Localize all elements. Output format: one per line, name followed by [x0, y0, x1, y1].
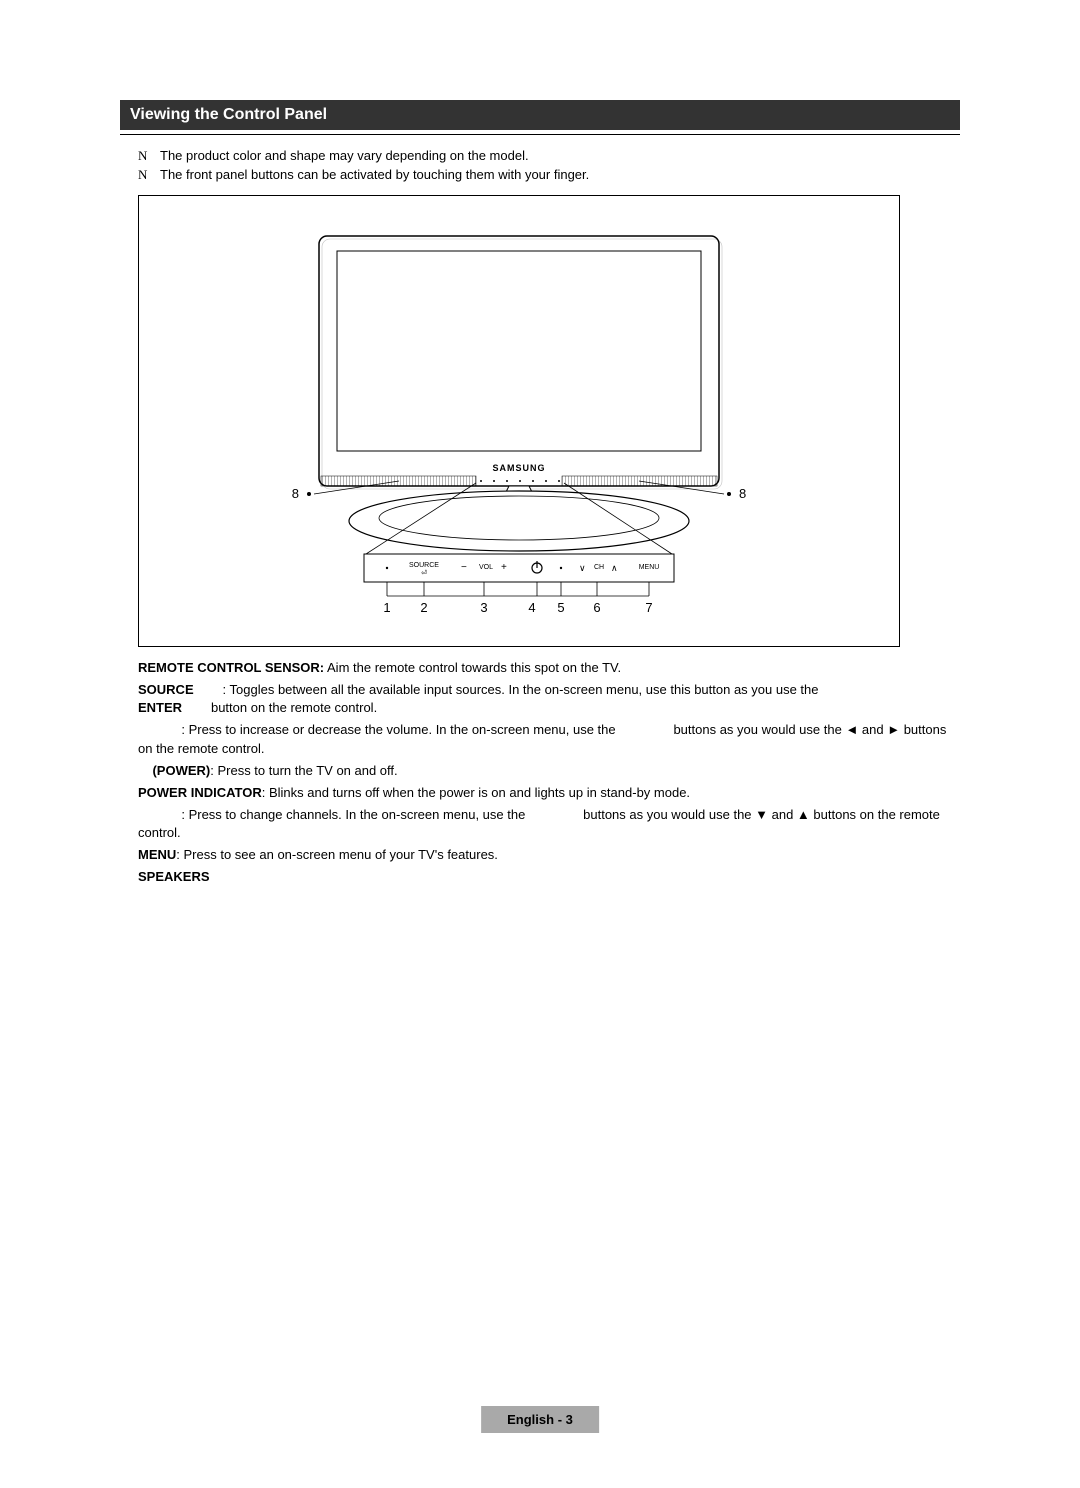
def-vol: : Press to increase or decrease the volu… — [138, 721, 960, 759]
callout-5: 5 — [557, 600, 564, 615]
power-def-text: : Press to turn the TV on and off. — [210, 763, 397, 778]
def-remote-sensor: REMOTE CONTROL SENSOR: Aim the remote co… — [138, 659, 960, 678]
vol-label: VOL — [479, 564, 493, 571]
speakers-def-label: SPEAKERS — [138, 869, 210, 884]
menu-def-label: MENU — [138, 847, 176, 862]
vol-minus-icon: − — [461, 562, 467, 573]
remote-sensor-label: REMOTE CONTROL SENSOR: — [138, 660, 324, 675]
note-marker: N — [138, 166, 147, 185]
brand-text: SAMSUNG — [492, 463, 545, 473]
note-item: N The front panel buttons can be activat… — [138, 166, 960, 185]
callout-lines — [387, 582, 649, 596]
def-source: SOURCE : Toggles between all the availab… — [138, 681, 960, 719]
callout8-left-dot — [307, 492, 311, 496]
vol-def-text1: : Press to increase or decrease the volu… — [181, 722, 619, 737]
note-text: The product color and shape may vary dep… — [160, 148, 529, 163]
source-def-text2: button on the remote control. — [211, 700, 377, 715]
ch-label: CH — [594, 564, 604, 571]
power-ind-label: POWER INDICATOR — [138, 785, 262, 800]
def-menu: MENU: Press to see an on-screen menu of … — [138, 846, 960, 865]
callout-2: 2 — [420, 600, 427, 615]
note-text: The front panel buttons can be activated… — [160, 167, 589, 182]
power-ind-text: : Blinks and turns off when the power is… — [262, 785, 690, 800]
def-power: (POWER): Press to turn the TV on and off… — [138, 762, 960, 781]
enter-icon: ⏎ — [421, 569, 427, 577]
vol-plus-icon: + — [501, 562, 507, 573]
menu-label: MENU — [639, 564, 660, 571]
sensor-dot-icon — [386, 566, 388, 568]
page-footer: English - 3 — [481, 1406, 599, 1433]
section-title: Viewing the Control Panel — [120, 100, 960, 130]
enter-def-label: ENTER — [138, 700, 182, 715]
def-power-indicator: POWER INDICATOR: Blinks and turns off wh… — [138, 784, 960, 803]
title-underline — [120, 134, 960, 135]
callout-3: 3 — [480, 600, 487, 615]
figure-box: SAMSUNG — [138, 195, 900, 647]
power-def-label: (POWER) — [152, 763, 210, 778]
note-marker: N — [138, 147, 147, 166]
remote-sensor-text: Aim the remote control towards this spot… — [324, 660, 621, 675]
callout-1: 1 — [383, 600, 390, 615]
tv-diagram-svg: SAMSUNG — [139, 196, 899, 646]
source-def-text1: : Toggles between all the available inpu… — [223, 682, 819, 697]
callout-8-left: 8 — [292, 486, 299, 501]
notes-list: N The product color and shape may vary d… — [138, 147, 960, 185]
callout-4: 4 — [528, 600, 535, 615]
menu-def-text: : Press to see an on-screen menu of your… — [176, 847, 498, 862]
ch-down-icon: ∨ — [579, 563, 586, 573]
source-def-label: SOURCE — [138, 682, 194, 697]
def-ch: : Press to change channels. In the on-sc… — [138, 806, 960, 844]
ch-up-icon: ∧ — [611, 563, 618, 573]
source-label: SOURCE — [409, 562, 439, 569]
power-indicator-dot-icon — [560, 566, 562, 568]
callout8-right-dot — [727, 492, 731, 496]
note-item: N The product color and shape may vary d… — [138, 147, 960, 166]
def-speakers: SPEAKERS — [138, 868, 960, 887]
callout-numbers: 1 2 3 4 5 6 7 — [383, 600, 652, 615]
page: Viewing the Control Panel N The product … — [0, 0, 1080, 1488]
callout-7: 7 — [645, 600, 652, 615]
tv-screen — [337, 251, 701, 451]
callout-8-right: 8 — [739, 486, 746, 501]
ch-def-text1: : Press to change channels. In the on-sc… — [181, 807, 529, 822]
definitions: REMOTE CONTROL SENSOR: Aim the remote co… — [138, 659, 960, 887]
callout-6: 6 — [593, 600, 600, 615]
